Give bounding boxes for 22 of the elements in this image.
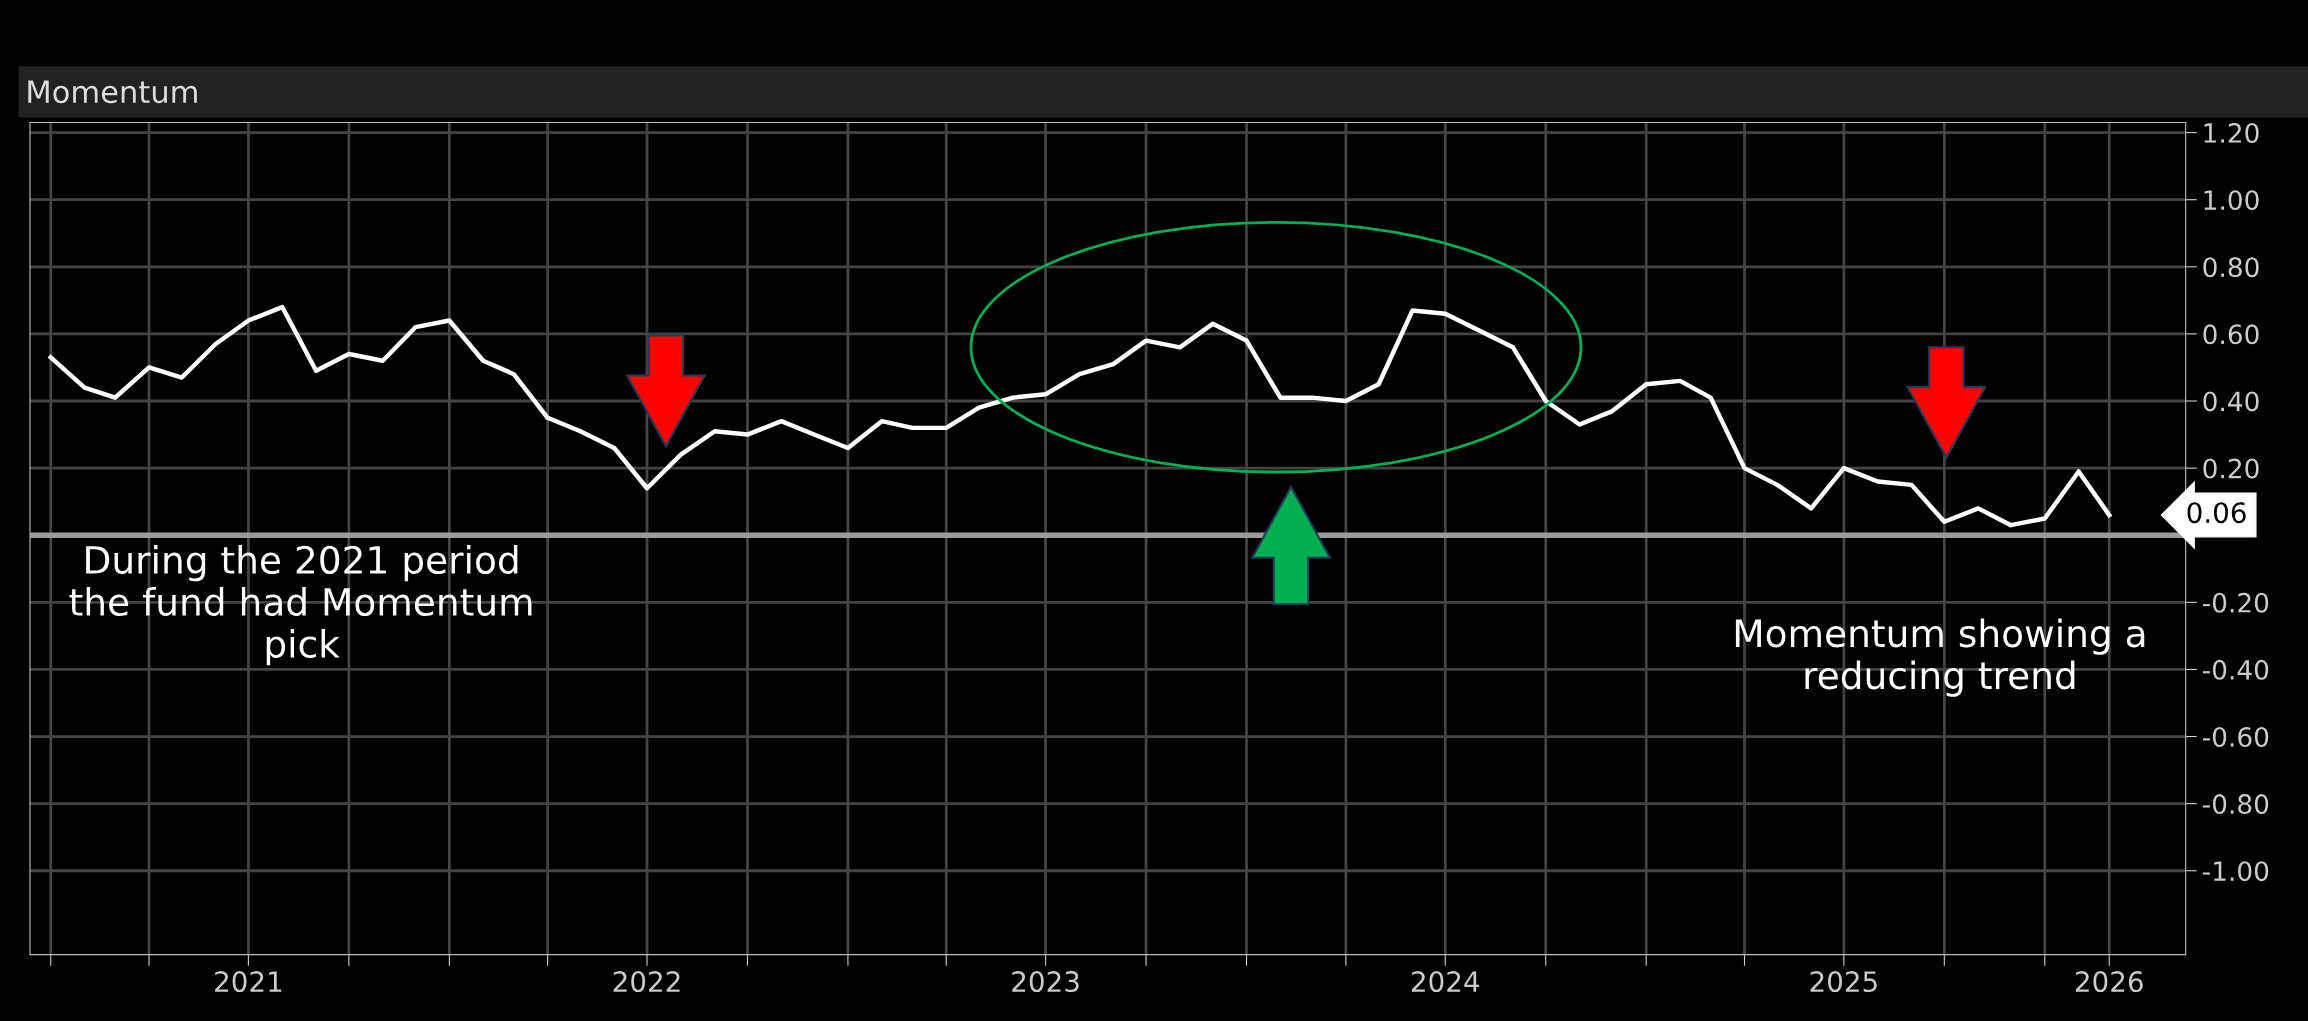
y-tick-label: -0.80 bbox=[2202, 794, 2269, 815]
annotation: Momentum showing a reducing trend bbox=[1735, 618, 2145, 697]
y-tick-label: 1.20 bbox=[2204, 123, 2259, 143]
chart-title: Momentum bbox=[28, 80, 197, 104]
y-tick-label: 0.40 bbox=[2203, 391, 2259, 412]
x-tick-label: 2025 bbox=[1810, 971, 1877, 993]
y-tick-label: 0.60 bbox=[2203, 324, 2259, 345]
x-tick-label: 2024 bbox=[1411, 971, 1480, 993]
x-tick-label: 2026 bbox=[2075, 971, 2143, 993]
x-tick-label: 2023 bbox=[1012, 971, 1079, 993]
y-tick-label: 0.80 bbox=[2203, 257, 2259, 278]
annotation: 0.06 bbox=[2187, 502, 2246, 524]
y-tick-label: -1.00 bbox=[2202, 861, 2269, 882]
x-tick-label: 2022 bbox=[613, 971, 680, 993]
y-tick-label: -0.20 bbox=[2202, 592, 2269, 613]
line-series bbox=[48, 304, 2112, 528]
annotation: During the 2021 period the fund had Momentum pick bbox=[69, 545, 532, 666]
y-tick-label: -0.40 bbox=[2202, 659, 2269, 680]
x-tick-label: 2021 bbox=[215, 971, 282, 993]
y-tick-label: 1.00 bbox=[2204, 190, 2259, 211]
y-tick-label: -0.60 bbox=[2202, 726, 2269, 747]
y-tick-label: 0.20 bbox=[2203, 458, 2259, 479]
